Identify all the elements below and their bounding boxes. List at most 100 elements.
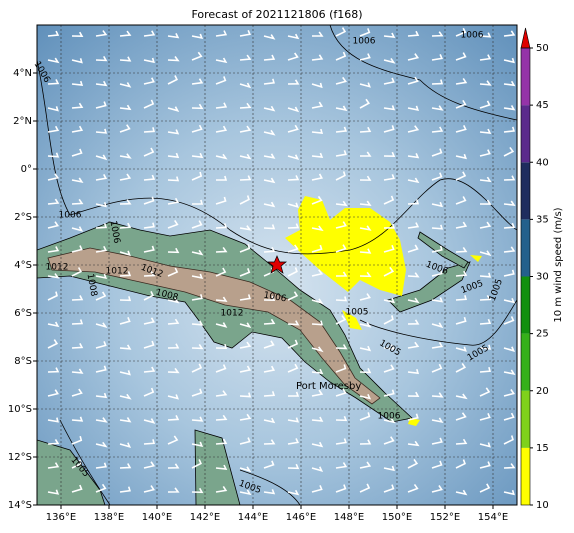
- lon-tick-label: 148°E: [334, 512, 364, 523]
- wind-barb: [383, 344, 396, 350]
- wind-barb: [287, 339, 299, 349]
- new-ireland: [417, 231, 469, 269]
- wind-barb: [239, 268, 251, 277]
- wind-barb: [503, 489, 515, 496]
- wind-barb: [383, 125, 395, 133]
- wind-barb: [383, 244, 395, 253]
- wind-barb: [287, 463, 300, 470]
- wind-barb: [95, 392, 108, 399]
- contour-label: 1006: [59, 211, 82, 221]
- wind-barb: [311, 195, 323, 205]
- location-star: [267, 255, 287, 274]
- lon-tick-label: 136°E: [46, 512, 76, 523]
- wind-barb: [191, 124, 203, 133]
- contour-label: 1012: [46, 263, 69, 273]
- wind-barb: [167, 367, 180, 374]
- wind-barb: [119, 296, 132, 302]
- wind-barb: [455, 27, 467, 37]
- wind-barb: [479, 483, 491, 493]
- wind-barb: [455, 346, 467, 352]
- isobar: [359, 299, 517, 346]
- wind-barb: [263, 201, 276, 208]
- wind-barb: [167, 176, 180, 182]
- wind-barb: [47, 339, 59, 349]
- wind-barb: [191, 320, 204, 326]
- wind-barb: [263, 489, 276, 495]
- wind-barb: [95, 417, 108, 423]
- wind-barb: [479, 54, 492, 61]
- wind-barb: [287, 417, 300, 423]
- wind-barb: [119, 486, 131, 493]
- wind-barb: [455, 412, 467, 421]
- wind-barb: [455, 438, 468, 445]
- wind-barbs: [47, 27, 516, 496]
- wind-barb: [95, 128, 108, 134]
- wind-barb: [503, 146, 515, 157]
- wind-barb: [431, 460, 443, 469]
- wind-barb: [431, 322, 444, 329]
- wind-barb: [335, 438, 347, 445]
- wind-barb: [263, 105, 276, 112]
- wind-barb: [383, 484, 395, 493]
- colorbar-tick-label: 45: [536, 100, 549, 111]
- wind-barb: [479, 295, 492, 301]
- wind-barb: [359, 53, 371, 61]
- wind-barb: [143, 127, 156, 133]
- wind-barb: [167, 318, 180, 325]
- isobar: [37, 59, 517, 255]
- wind-barb: [287, 363, 299, 373]
- wind-barb: [359, 225, 372, 231]
- wind-barb: [263, 439, 276, 445]
- wind-barb: [191, 171, 203, 181]
- wind-barb: [287, 223, 300, 229]
- wind-barb: [239, 225, 252, 231]
- wind-barb: [503, 435, 514, 445]
- wind-barb: [143, 174, 156, 181]
- wind-barb: [503, 246, 516, 253]
- wind-barb: [383, 223, 396, 229]
- wind-barb: [239, 489, 252, 496]
- wind-barb: [47, 321, 60, 328]
- wind-barb: [239, 54, 252, 61]
- wind-barb: [191, 249, 204, 256]
- wind-barb: [359, 321, 372, 328]
- wind-barb: [71, 295, 84, 301]
- wind-barb: [335, 105, 348, 112]
- wind-barb: [407, 153, 420, 159]
- wind-barb: [71, 416, 84, 422]
- lon-tick-label: 154°E: [478, 512, 508, 523]
- wind-barb: [335, 51, 347, 61]
- wind-barb: [239, 125, 252, 133]
- wind-barb: [479, 413, 491, 421]
- wind-barb: [71, 198, 84, 205]
- wind-barb: [215, 247, 228, 253]
- wind-barb: [431, 172, 443, 181]
- wind-barb: [167, 219, 179, 229]
- wind-barb: [119, 82, 132, 88]
- wind-barb: [383, 417, 396, 424]
- wind-barb: [503, 80, 516, 87]
- wind-barb: [191, 51, 203, 61]
- wind-barb: [143, 196, 155, 205]
- wind-barb: [503, 200, 516, 206]
- wind-barb: [311, 244, 323, 253]
- wind-barb: [119, 393, 132, 400]
- wind-barb: [239, 365, 252, 373]
- wind-barb: [71, 148, 83, 157]
- wind-barb: [95, 223, 108, 229]
- wind-barb: [503, 30, 516, 37]
- wind-barb: [71, 368, 84, 374]
- wind-barb: [95, 30, 108, 37]
- wind-barb: [215, 153, 228, 160]
- wind-barb: [191, 487, 204, 494]
- wind-barb: [71, 484, 83, 493]
- contour-label: 1006: [108, 220, 122, 245]
- wind-barb: [119, 442, 132, 448]
- wind-barb: [431, 341, 444, 349]
- wind-barb: [47, 57, 60, 64]
- lon-tick-label: 144°E: [238, 512, 268, 523]
- wind-barb: [407, 272, 420, 278]
- wind-barb: [167, 247, 180, 254]
- wind-barb: [287, 106, 300, 113]
- wind-barb: [239, 82, 252, 89]
